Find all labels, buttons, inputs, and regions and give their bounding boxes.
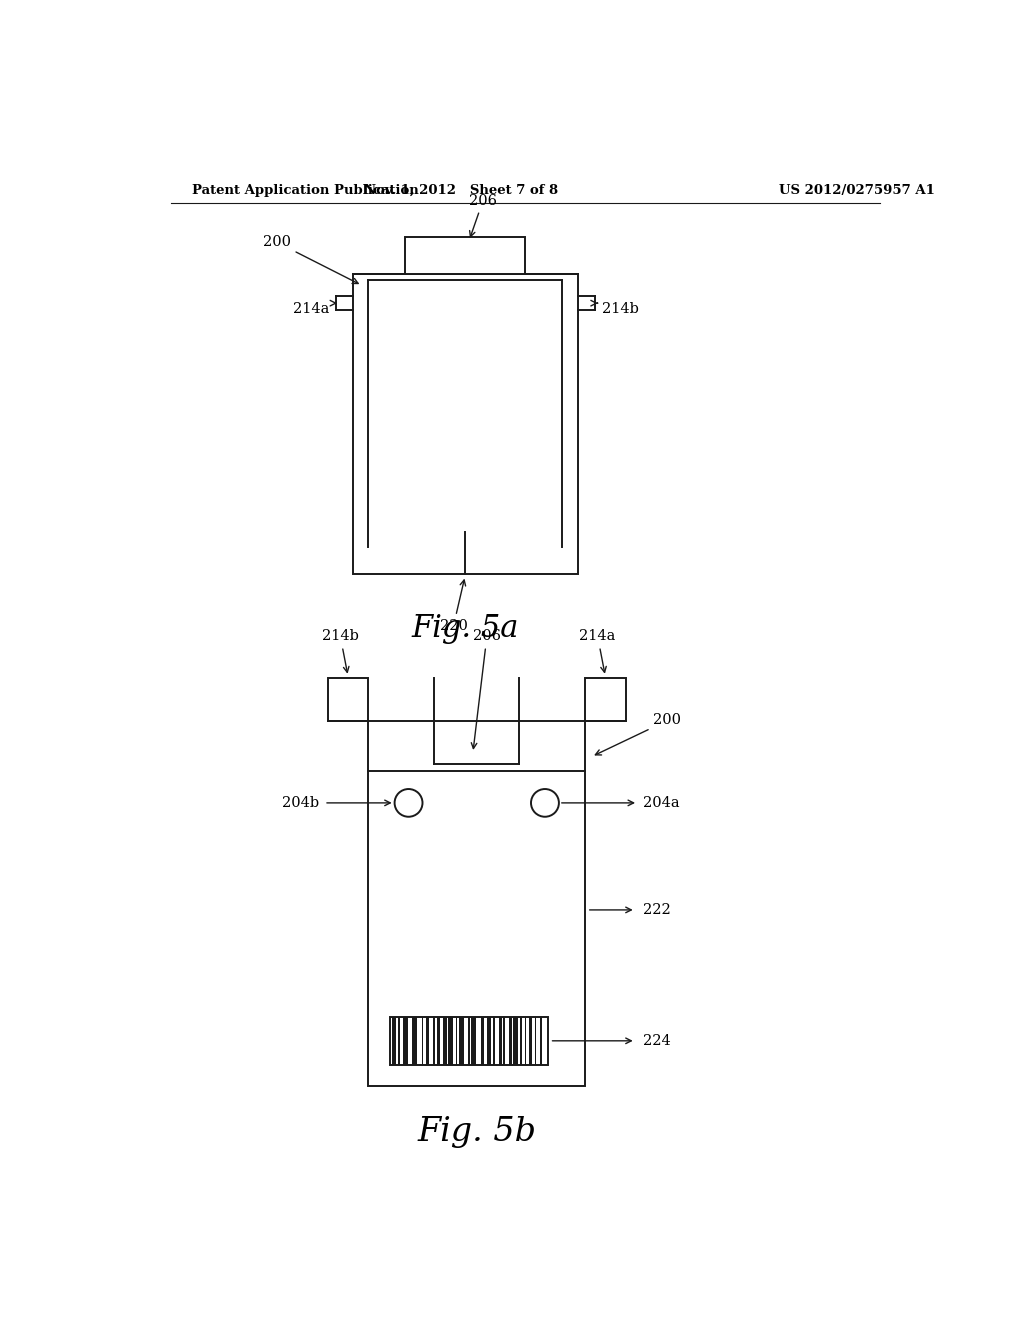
Bar: [443, 1016, 446, 1065]
Text: 206: 206: [471, 630, 501, 748]
Bar: [422, 1016, 423, 1065]
Text: Patent Application Publication: Patent Application Publication: [191, 185, 418, 197]
Text: 214b: 214b: [602, 301, 639, 315]
Text: US 2012/0275957 A1: US 2012/0275957 A1: [779, 185, 935, 197]
Text: 214a: 214a: [293, 301, 330, 315]
Bar: [535, 1016, 537, 1065]
Bar: [397, 1016, 400, 1065]
Text: Nov. 1, 2012   Sheet 7 of 8: Nov. 1, 2012 Sheet 7 of 8: [365, 185, 558, 197]
Bar: [406, 238, 525, 275]
Bar: [403, 1016, 408, 1065]
Bar: [352, 275, 578, 574]
Bar: [459, 1016, 464, 1065]
Bar: [328, 678, 369, 721]
Bar: [586, 678, 626, 721]
Text: 206: 206: [469, 194, 497, 236]
Text: 222: 222: [643, 903, 671, 917]
Bar: [413, 1016, 417, 1065]
Text: 200: 200: [263, 235, 358, 284]
Text: 214a: 214a: [580, 630, 615, 672]
Bar: [369, 721, 586, 1086]
Bar: [437, 1016, 440, 1065]
Text: 214b: 214b: [322, 630, 358, 672]
Circle shape: [531, 789, 559, 817]
Text: 224: 224: [643, 1034, 671, 1048]
Bar: [500, 1016, 502, 1065]
Bar: [493, 1016, 495, 1065]
Text: Fig. 5a: Fig. 5a: [412, 612, 519, 644]
Bar: [449, 1016, 453, 1065]
Bar: [426, 1016, 429, 1065]
Bar: [528, 1016, 531, 1065]
Text: Fig. 5b: Fig. 5b: [417, 1117, 537, 1148]
Bar: [480, 1016, 483, 1065]
Text: 204a: 204a: [643, 796, 680, 810]
Bar: [456, 1016, 458, 1065]
Bar: [520, 1016, 521, 1065]
Circle shape: [394, 789, 423, 817]
Bar: [509, 1016, 512, 1065]
Bar: [433, 1016, 435, 1065]
Bar: [513, 1016, 518, 1065]
Bar: [524, 1016, 526, 1065]
Bar: [471, 1016, 476, 1065]
Bar: [503, 1016, 505, 1065]
Text: 200: 200: [595, 714, 681, 755]
Bar: [468, 1016, 470, 1065]
Text: 220: 220: [439, 579, 467, 632]
Bar: [391, 1016, 396, 1065]
Text: 204b: 204b: [282, 796, 318, 810]
Bar: [486, 1016, 492, 1065]
Bar: [390, 1016, 548, 1065]
Bar: [540, 1016, 542, 1065]
